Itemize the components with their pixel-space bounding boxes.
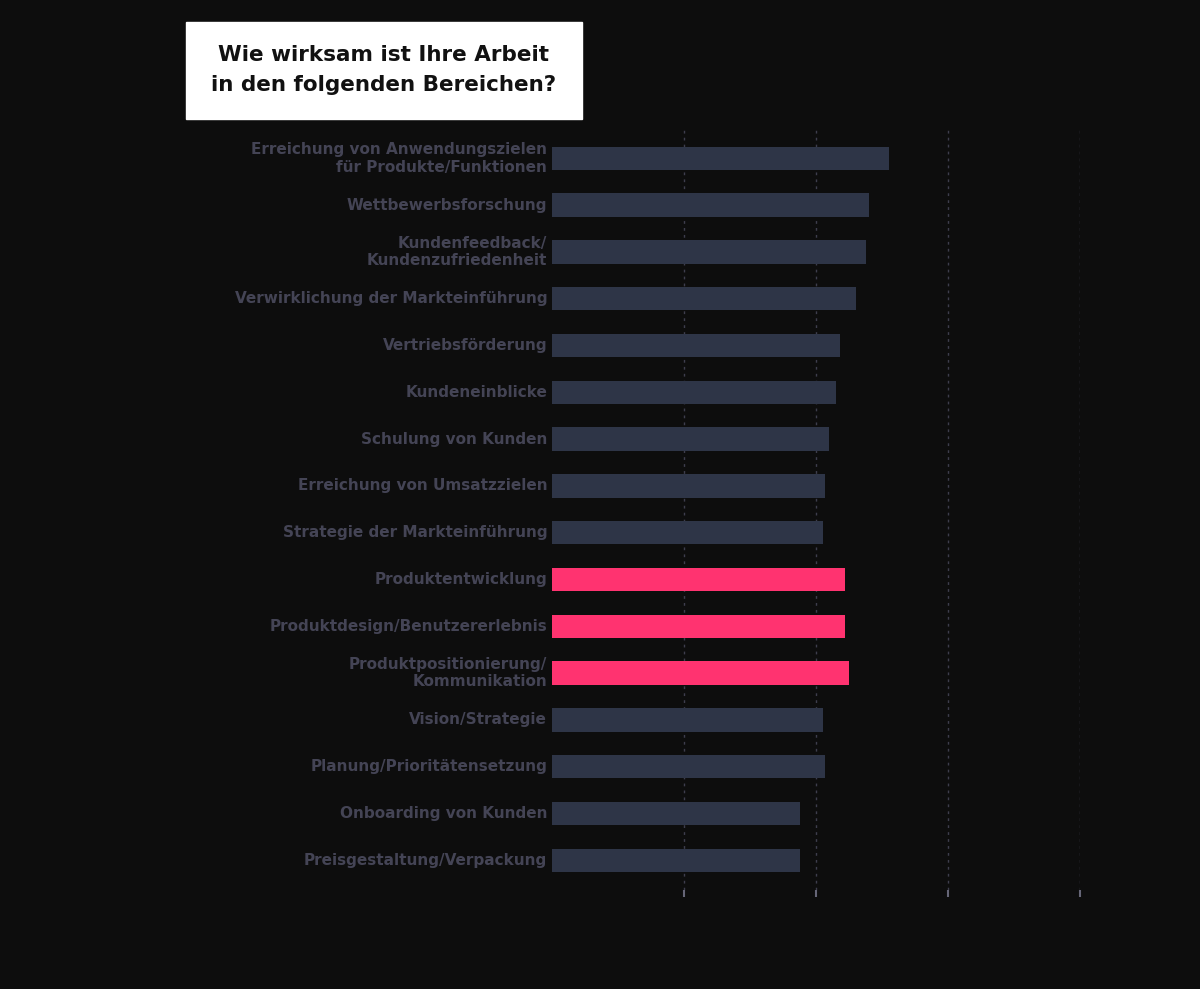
- Bar: [552, 708, 823, 732]
- Bar: [552, 521, 823, 544]
- Bar: [552, 755, 826, 778]
- Bar: [552, 194, 869, 217]
- Text: Wie wirksam ist Ihre Arbeit
in den folgenden Bereichen?: Wie wirksam ist Ihre Arbeit in den folge…: [211, 45, 557, 95]
- Bar: [552, 287, 856, 311]
- Bar: [552, 334, 840, 357]
- Bar: [552, 240, 866, 264]
- Bar: [552, 381, 835, 405]
- Bar: [552, 146, 888, 170]
- Bar: [552, 427, 829, 451]
- Bar: [552, 849, 800, 872]
- Bar: [552, 614, 845, 638]
- Bar: [552, 802, 800, 825]
- Bar: [552, 475, 826, 497]
- Bar: [552, 568, 845, 591]
- Bar: [552, 662, 850, 684]
